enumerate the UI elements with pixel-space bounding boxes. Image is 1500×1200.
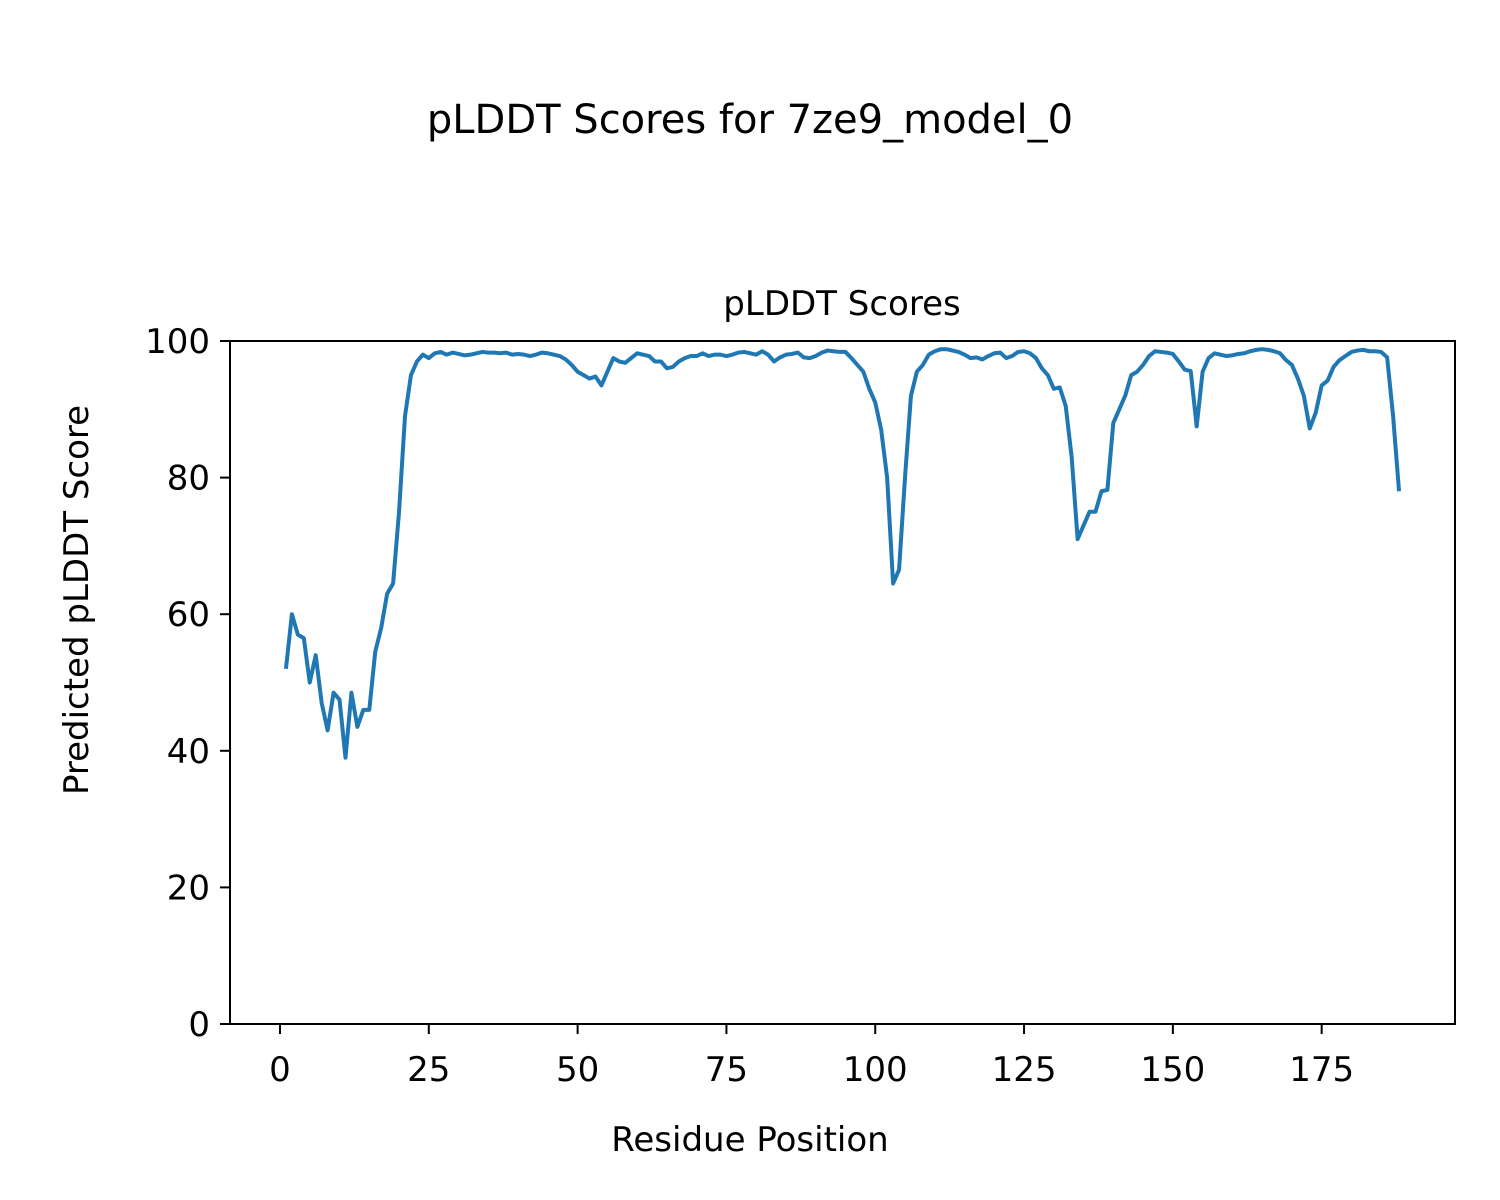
y-tick-label: 80 xyxy=(167,459,210,499)
x-tick-label: 175 xyxy=(1289,1050,1354,1090)
x-tick-label: 25 xyxy=(407,1050,450,1090)
y-axis: 0 20 40 60 80 100 xyxy=(145,322,230,1045)
x-tick-label: 50 xyxy=(556,1050,599,1090)
x-tick-label: 125 xyxy=(992,1050,1057,1090)
x-axis-label: Residue Position xyxy=(611,1120,888,1160)
y-tick-label: 100 xyxy=(145,322,210,362)
x-tick-label: 75 xyxy=(705,1050,748,1090)
plot-frame xyxy=(229,340,1456,1025)
figure-title: pLDDT Scores for 7ze9_model_0 xyxy=(427,97,1073,143)
x-axis: 0 25 50 75 100 125 150 175 xyxy=(269,1024,1354,1090)
y-tick-label: 60 xyxy=(167,595,210,635)
y-tick-label: 0 xyxy=(188,1005,210,1045)
y-tick-label: 40 xyxy=(167,732,210,772)
plot-area xyxy=(283,347,1402,760)
plddt-series-line xyxy=(283,347,1402,760)
x-tick-label: 100 xyxy=(843,1050,908,1090)
x-tick-label: 150 xyxy=(1140,1050,1205,1090)
y-tick-label: 20 xyxy=(167,868,210,908)
y-axis-label: Predicted pLDDT Score xyxy=(57,405,97,795)
axes-title: pLDDT Scores xyxy=(723,284,960,324)
x-tick-label: 0 xyxy=(269,1050,291,1090)
